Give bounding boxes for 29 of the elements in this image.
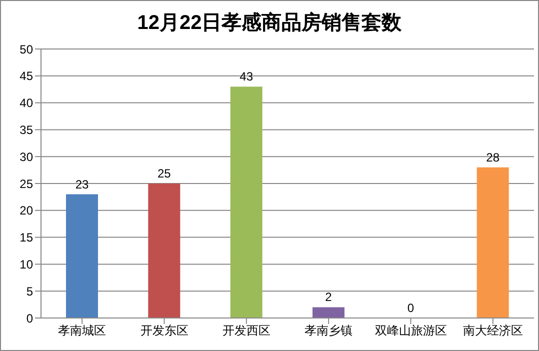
x-tick-label: 孝南城区 xyxy=(58,324,106,338)
y-tick-label: 50 xyxy=(20,42,34,56)
bar xyxy=(476,167,509,318)
bar xyxy=(230,86,262,318)
bar xyxy=(66,194,98,318)
y-tick-label: 40 xyxy=(20,96,34,110)
y-tick-label: 30 xyxy=(20,150,34,164)
x-tick-label: 双峰山旅游区 xyxy=(374,324,447,338)
bar xyxy=(312,307,344,318)
data-label: 23 xyxy=(75,177,89,192)
x-tick-label: 孝南乡镇 xyxy=(304,324,353,338)
x-tick-label: 南大经济区 xyxy=(462,324,523,338)
y-tick-label: 45 xyxy=(20,69,34,84)
data-label: 25 xyxy=(157,166,172,180)
y-tick-label: 20 xyxy=(20,204,34,218)
y-tick-label: 25 xyxy=(20,176,34,191)
x-tick-label: 开发东区 xyxy=(140,324,188,338)
y-tick-label: 15 xyxy=(20,230,34,245)
data-label: 43 xyxy=(240,70,254,84)
y-tick-label: 10 xyxy=(20,257,34,272)
chart-title: 12月22日孝感商品房销售套数 xyxy=(136,10,403,36)
y-tick-label: 5 xyxy=(26,284,34,298)
data-label: 0 xyxy=(407,301,414,315)
data-label: 2 xyxy=(325,290,332,304)
bar xyxy=(148,184,180,318)
x-tick-label: 开发西区 xyxy=(222,324,270,338)
data-label: 28 xyxy=(486,150,500,164)
y-tick-label: 35 xyxy=(20,122,34,137)
y-tick-label: 0 xyxy=(26,311,34,326)
